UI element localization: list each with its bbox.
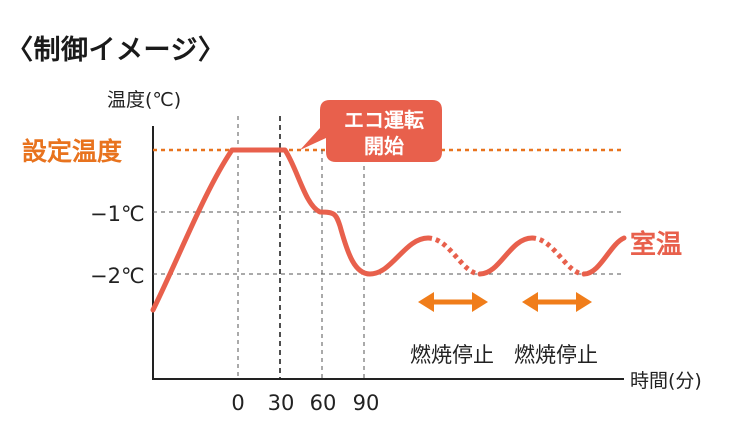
stop-label-1: 燃焼停止 [410, 343, 494, 367]
x-tick-0: 0 [231, 391, 244, 415]
room-temp-curve-segment-3 [581, 235, 627, 277]
x-tick-90: 90 [353, 391, 380, 415]
x-tick-30: 30 [268, 391, 295, 415]
stop-arrow-2 [522, 292, 592, 312]
stop-arrow-1 [418, 292, 488, 312]
room-temp-curve-segment-2 [477, 235, 535, 277]
page-title: 〈制御イメージ〉 [6, 35, 226, 66]
callout-line2: 開始 [364, 134, 404, 158]
room-temp-label: 室温 [630, 229, 682, 260]
eco-callout: エコ運転 開始 [300, 100, 442, 162]
room-temp-curve [150, 147, 431, 313]
room-temp-curve-stop-2 [531, 235, 585, 277]
x-tick-60: 60 [310, 391, 337, 415]
stop-label-2: 燃焼停止 [514, 343, 598, 367]
y-axis-label: 温度(℃) [107, 89, 181, 111]
minus2-label: −2℃ [90, 264, 145, 288]
room-temp-curve-stop-1 [427, 235, 481, 277]
callout-line1: エコ運転 [344, 108, 424, 132]
set-temp-label: 設定温度 [22, 137, 122, 166]
x-axis-label: 時間(分) [630, 370, 702, 392]
minus1-label: −1℃ [90, 202, 145, 226]
